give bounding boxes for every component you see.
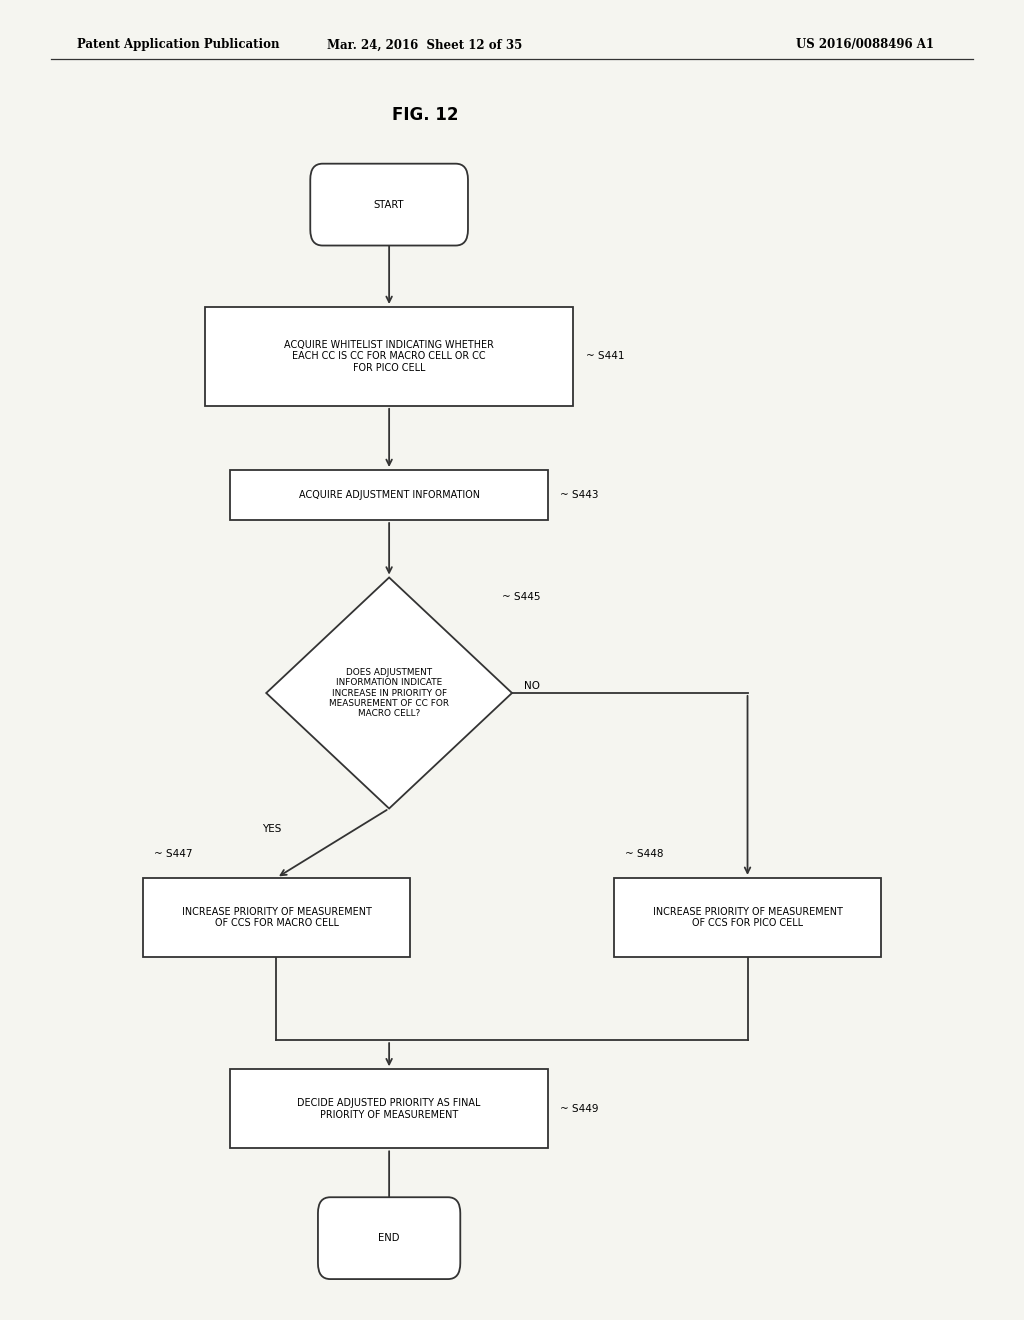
- Text: Patent Application Publication: Patent Application Publication: [77, 38, 280, 51]
- Text: END: END: [379, 1233, 399, 1243]
- FancyBboxPatch shape: [317, 1197, 461, 1279]
- Text: Mar. 24, 2016  Sheet 12 of 35: Mar. 24, 2016 Sheet 12 of 35: [328, 38, 522, 51]
- Text: ~ S449: ~ S449: [560, 1104, 599, 1114]
- Text: ACQUIRE ADJUSTMENT INFORMATION: ACQUIRE ADJUSTMENT INFORMATION: [299, 490, 479, 500]
- Bar: [205, 308, 573, 407]
- Bar: [230, 470, 548, 520]
- Text: INCREASE PRIORITY OF MEASUREMENT
OF CCS FOR MACRO CELL: INCREASE PRIORITY OF MEASUREMENT OF CCS …: [181, 907, 372, 928]
- Text: US 2016/0088496 A1: US 2016/0088496 A1: [797, 38, 934, 51]
- Text: ~ S447: ~ S447: [154, 849, 193, 859]
- Text: INCREASE PRIORITY OF MEASUREMENT
OF CCS FOR PICO CELL: INCREASE PRIORITY OF MEASUREMENT OF CCS …: [652, 907, 843, 928]
- Polygon shape: [266, 578, 512, 808]
- Text: ~ S448: ~ S448: [625, 849, 664, 859]
- Bar: [230, 1069, 548, 1148]
- Text: ~ S441: ~ S441: [586, 351, 625, 362]
- Text: NO: NO: [524, 681, 541, 692]
- Text: FIG. 12: FIG. 12: [392, 106, 458, 124]
- Text: ~ S443: ~ S443: [560, 490, 599, 500]
- Text: START: START: [374, 199, 404, 210]
- Bar: [143, 878, 410, 957]
- Text: DOES ADJUSTMENT
INFORMATION INDICATE
INCREASE IN PRIORITY OF
MEASUREMENT OF CC F: DOES ADJUSTMENT INFORMATION INDICATE INC…: [329, 668, 450, 718]
- Text: ~ S445: ~ S445: [502, 593, 541, 602]
- Text: YES: YES: [262, 824, 281, 834]
- Bar: [614, 878, 881, 957]
- FancyBboxPatch shape: [310, 164, 468, 246]
- Text: DECIDE ADJUSTED PRIORITY AS FINAL
PRIORITY OF MEASUREMENT: DECIDE ADJUSTED PRIORITY AS FINAL PRIORI…: [297, 1098, 481, 1119]
- Text: ACQUIRE WHITELIST INDICATING WHETHER
EACH CC IS CC FOR MACRO CELL OR CC
FOR PICO: ACQUIRE WHITELIST INDICATING WHETHER EAC…: [285, 339, 494, 374]
